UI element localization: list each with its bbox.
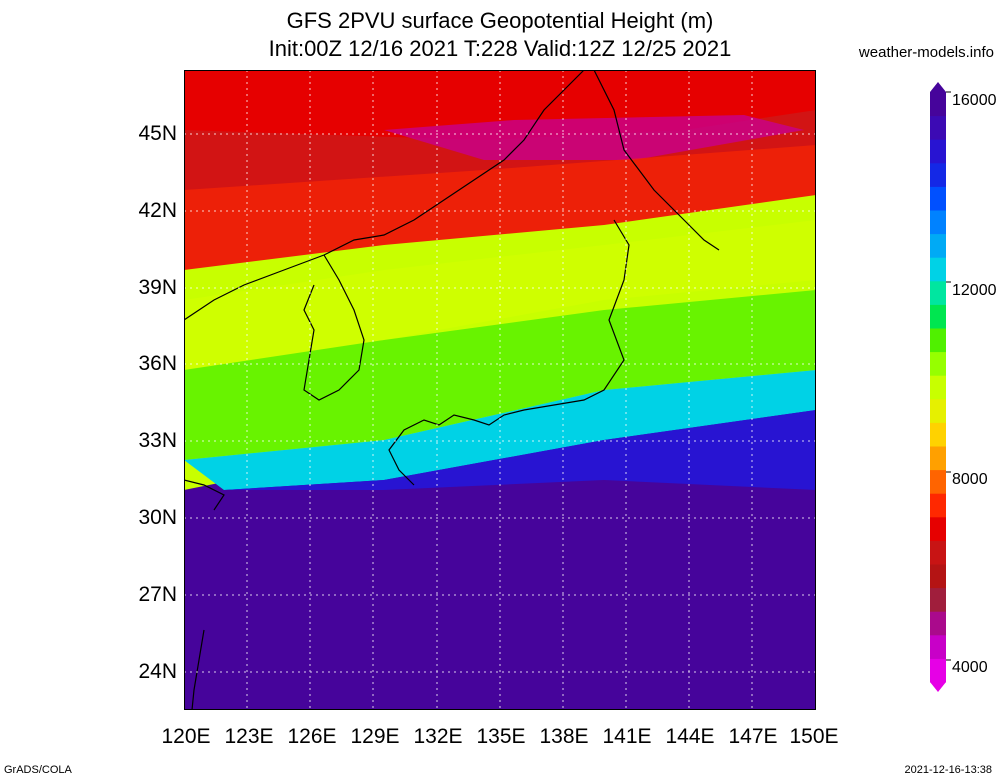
coast-hokkaido	[593, 70, 720, 251]
lon-tick-138e: 138E	[539, 725, 589, 748]
colorbar-swatch	[930, 139, 946, 164]
lon-tick-135e: 135E	[476, 725, 526, 748]
colorbar-swatch	[930, 92, 946, 117]
colorbar-swatch	[930, 634, 946, 659]
lon-tick-150e: 150E	[789, 725, 839, 748]
colorbar-swatch	[930, 493, 946, 518]
colorbar-swatch	[930, 210, 946, 235]
map-frame	[184, 70, 816, 710]
colorbar-swatch	[930, 564, 946, 589]
coast-honshu	[388, 219, 630, 486]
colorbar-swatch	[930, 328, 946, 353]
colorbar-swatch	[930, 257, 946, 282]
grid-lines	[184, 70, 816, 710]
colorbar-label-16000: 16000	[952, 92, 997, 109]
colorbar-swatch	[930, 469, 946, 494]
lat-tick-33n: 33N	[138, 429, 177, 452]
lon-tick-120e: 120E	[161, 725, 211, 748]
field-magenta-band	[384, 115, 804, 160]
lon-tick-147e: 147E	[728, 725, 778, 748]
coast-taiwan	[191, 629, 205, 710]
colorbar-label-12000: 12000	[952, 282, 997, 299]
footer-grads-credit: GrADS/COLA	[4, 764, 72, 776]
colorbar-swatch	[930, 422, 946, 447]
coast-korea-north	[184, 70, 585, 321]
field-blue-band	[224, 410, 816, 490]
colorbar	[930, 82, 951, 692]
lat-tick-42n: 42N	[138, 199, 177, 222]
coastlines	[184, 70, 720, 710]
lat-tick-39n: 39N	[138, 276, 177, 299]
lat-tick-24n: 24N	[138, 660, 177, 683]
colorbar-label-8000: 8000	[952, 471, 988, 488]
footer-timestamp: 2021-12-16-13:38	[904, 764, 992, 776]
lon-tick-141e: 141E	[602, 725, 652, 748]
colorbar-swatch	[930, 446, 946, 471]
colorbar-top-arrow	[930, 82, 946, 92]
colorbar-swatch	[930, 540, 946, 565]
field-lightyellow-band	[184, 220, 816, 370]
colorbar-swatch	[930, 587, 946, 612]
colorbar-label-4000: 4000	[952, 659, 988, 676]
map-subtitle: Init:00Z 12/16 2021 T:228 Valid:12Z 12/2…	[268, 36, 732, 61]
lat-tick-45n: 45N	[138, 122, 177, 145]
lat-tick-36n: 36N	[138, 352, 177, 375]
coast-korea-south	[303, 254, 365, 401]
colorbar-swatch	[930, 304, 946, 329]
colorbar-swatch	[930, 115, 946, 140]
colorbar-swatch	[930, 375, 946, 400]
lon-tick-144e: 144E	[665, 725, 715, 748]
field-green-band	[184, 290, 816, 460]
colorbar-bottom-arrow	[930, 682, 946, 692]
lat-tick-30n: 30N	[138, 506, 177, 529]
lon-tick-123e: 123E	[224, 725, 274, 748]
lon-tick-126e: 126E	[287, 725, 337, 748]
lat-tick-27n: 27N	[138, 583, 177, 606]
lon-tick-129e: 129E	[350, 725, 400, 748]
colorbar-swatch	[930, 516, 946, 541]
colorbar-swatch	[930, 351, 946, 376]
colorbar-swatch	[930, 233, 946, 258]
site-credit: weather-models.info	[858, 44, 994, 61]
map-svg	[184, 70, 816, 710]
colorbar-swatch	[930, 658, 946, 683]
map-plot-area	[184, 70, 816, 710]
colorbar-swatch	[930, 162, 946, 187]
map-title: GFS 2PVU surface Geopotential Height (m)	[286, 8, 714, 33]
lon-tick-132e: 132E	[413, 725, 463, 748]
colorbar-swatch	[930, 398, 946, 423]
colorbar-swatch	[930, 186, 946, 211]
colorbar-swatch	[930, 280, 946, 305]
colorbar-swatch	[930, 611, 946, 636]
coast-china	[184, 479, 225, 511]
